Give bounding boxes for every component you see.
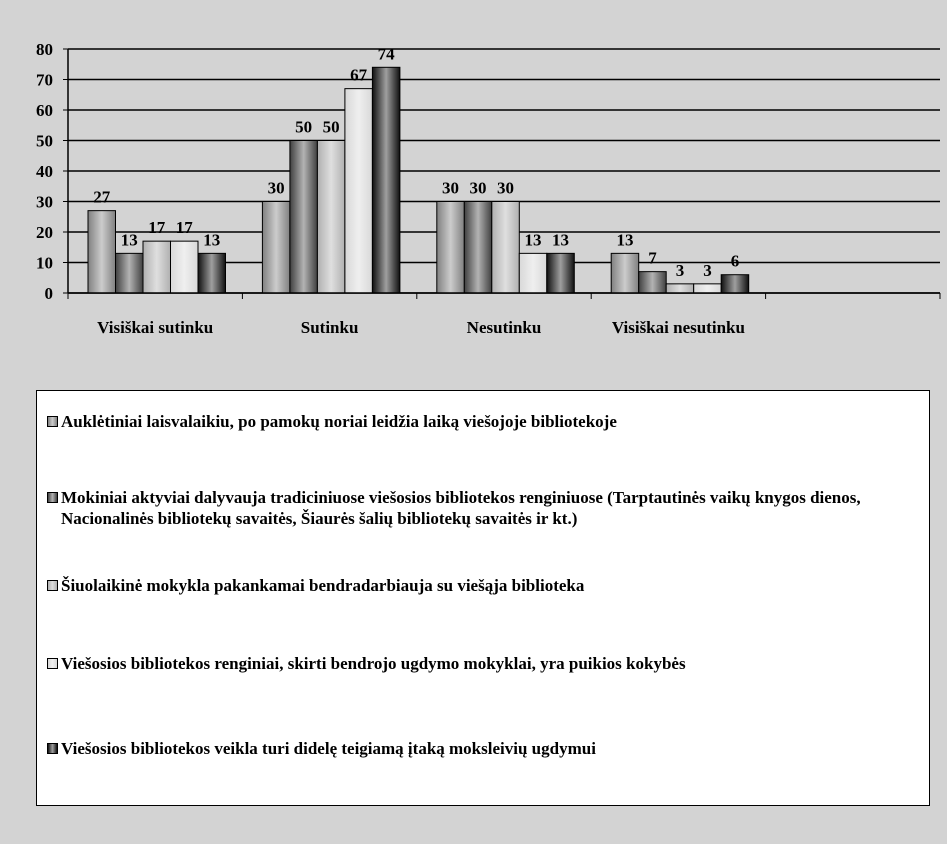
y-tick-label: 40: [36, 162, 53, 181]
bar: [436, 201, 465, 294]
legend-entry: Viešosios bibliotekos veikla turi didelę…: [47, 738, 931, 759]
legend-entry: Šiuolaikinė mokykla pakankamai bendradar…: [47, 575, 931, 596]
bar: [289, 140, 318, 294]
value-label: 13: [121, 230, 138, 249]
bar: [665, 283, 695, 294]
bar: [316, 140, 346, 294]
x-tick-label: Nesutinku: [467, 318, 542, 337]
bar: [371, 66, 401, 294]
legend-label: Viešosios bibliotekos veikla turi didelę…: [61, 739, 596, 758]
bar: [115, 252, 144, 294]
legend: Auklėtiniai laisvalaikiu, po pamokų nori…: [36, 390, 930, 806]
value-label: 30: [497, 179, 514, 198]
chart: 0 10 20 30 40 50 60 70 80 Visiškai sutinku 27 13 17 1…: [36, 40, 941, 337]
x-tick-label: Visiškai nesutinku: [612, 318, 745, 337]
x-tick-label: Visiškai sutinku: [97, 318, 213, 337]
bar: [638, 271, 667, 294]
y-tick-label: 20: [36, 223, 53, 242]
y-tick-label: 60: [36, 101, 53, 120]
y-tick-label: 10: [36, 254, 53, 273]
value-label: 6: [731, 252, 740, 271]
bar: [87, 210, 116, 294]
legend-marker: [47, 658, 58, 669]
value-label: 3: [703, 261, 712, 280]
legend-label: Šiuolaikinė mokykla pakankamai bendradar…: [61, 576, 585, 595]
bar: [261, 201, 291, 294]
bar: [344, 88, 373, 294]
bar: [693, 283, 722, 294]
value-label: 17: [176, 218, 194, 237]
bar: [610, 252, 640, 294]
value-label: 74: [378, 44, 396, 63]
value-label: 3: [676, 261, 685, 280]
value-label: 13: [525, 230, 542, 249]
value-label: 30: [470, 179, 487, 198]
value-label: 13: [552, 230, 569, 249]
bar: [518, 252, 548, 294]
value-label: 50: [323, 118, 340, 137]
legend-marker: [47, 416, 58, 427]
legend-marker: [47, 580, 58, 591]
value-label: 30: [442, 179, 459, 198]
value-label: 7: [648, 249, 657, 268]
y-tick-label: 30: [36, 193, 53, 212]
value-label: 67: [350, 66, 368, 85]
y-tick-label: 80: [36, 40, 53, 59]
bar: [142, 240, 171, 294]
y-tick-label: 0: [45, 284, 54, 303]
legend-entry: Auklėtiniai laisvalaikiu, po pamokų nori…: [47, 411, 931, 432]
value-label: 27: [93, 188, 111, 207]
legend-marker: [47, 492, 58, 503]
bar: [170, 240, 199, 294]
legend-label: Mokiniai aktyviai dalyvauja tradiciniuos…: [61, 488, 861, 528]
value-label: 30: [268, 179, 285, 198]
legend-label: Viešosios bibliotekos renginiai, skirti …: [61, 654, 686, 673]
bar: [197, 252, 226, 294]
value-label: 17: [148, 218, 166, 237]
y-tick-label: 70: [36, 71, 53, 90]
bar: [720, 274, 750, 294]
legend-label: Auklėtiniai laisvalaikiu, po pamokų nori…: [61, 412, 617, 431]
bar: [463, 201, 493, 294]
bar: [546, 252, 575, 294]
value-label: 50: [295, 118, 312, 137]
legend-entry: Viešosios bibliotekos renginiai, skirti …: [47, 653, 931, 674]
y-tick-label: 50: [36, 132, 53, 151]
legend-entry: Mokiniai aktyviai dalyvauja tradiciniuos…: [47, 487, 931, 529]
legend-marker: [47, 743, 58, 754]
x-tick-label: Sutinku: [301, 318, 359, 337]
value-label: 13: [203, 230, 220, 249]
value-label: 13: [616, 230, 633, 249]
bar: [491, 201, 520, 294]
